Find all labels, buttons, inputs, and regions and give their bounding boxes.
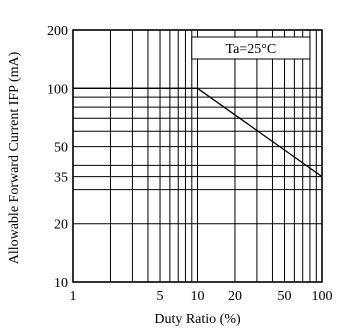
- x-tick-label: 100: [312, 289, 333, 304]
- y-tick-label: 200: [47, 24, 68, 39]
- y-tick-label: 35: [54, 171, 68, 186]
- y-axis-label: Allowable Forward Current IFP (mA): [7, 51, 22, 264]
- series-line: [73, 87, 323, 178]
- y-tick-label: 50: [54, 141, 68, 156]
- x-tick-label: 5: [157, 289, 164, 304]
- series-layer: [73, 87, 323, 178]
- annotation-text: Ta=25°C: [226, 42, 277, 57]
- x-axis-label: Duty Ratio (%): [154, 312, 241, 327]
- y-tick-label: 20: [54, 218, 68, 233]
- x-tick-labels: 1 5 10 20 50 100: [70, 289, 333, 304]
- x-tick-label: 20: [228, 289, 242, 304]
- x-tick-label: 50: [278, 289, 292, 304]
- y-tick-labels: 10 20 35 50 100 200: [47, 24, 68, 291]
- y-tick-label: 10: [54, 276, 68, 291]
- plot-frame: [72, 29, 323, 283]
- annotation-box: Ta=25°C: [191, 36, 311, 60]
- annotation-frame: [191, 36, 311, 60]
- x-tick-label: 1: [70, 289, 77, 304]
- x-tick-label: 10: [191, 289, 205, 304]
- y-tick-label: 100: [47, 82, 68, 97]
- grid: [72, 29, 323, 283]
